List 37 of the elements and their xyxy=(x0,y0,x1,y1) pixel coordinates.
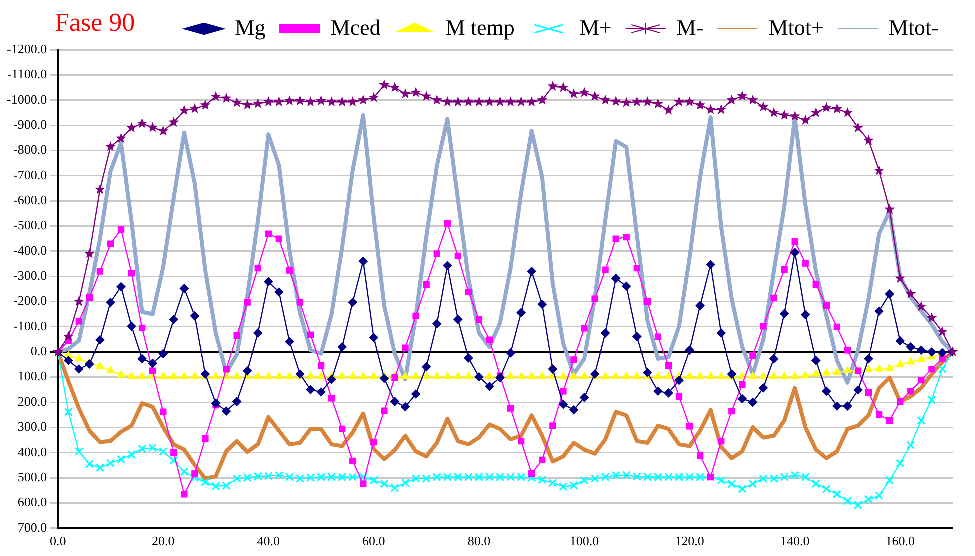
y-tick-label: 200.0 xyxy=(18,394,48,409)
y-tick-label: -800.0 xyxy=(13,142,48,158)
y-tick-label: 700.0 xyxy=(18,520,48,535)
y-tick-label: -1100.0 xyxy=(7,66,48,82)
y-tick-label: -700.0 xyxy=(13,167,48,182)
x-tick-label: 80.0 xyxy=(468,534,491,549)
y-tick-label: -200.0 xyxy=(13,293,48,308)
legend-label: Mced xyxy=(330,14,381,40)
y-tick-label: -600.0 xyxy=(13,192,48,208)
y-tick-label: -500.0 xyxy=(13,218,48,233)
x-tick-label: 40.0 xyxy=(257,534,280,549)
chart-title: Fase 90 xyxy=(55,8,136,38)
x-tick-label: 60.0 xyxy=(362,534,386,549)
y-tick-label: 600.0 xyxy=(18,494,48,510)
legend-label: Mtot+ xyxy=(768,14,824,40)
y-tick-label: -1000.0 xyxy=(6,92,48,107)
legend-label: M temp xyxy=(446,14,515,40)
y-tick-label: -100.0 xyxy=(13,318,48,334)
x-tick-label: 160.0 xyxy=(886,534,915,549)
y-tick-label: 300.0 xyxy=(18,419,48,434)
x-tick-label: 20.0 xyxy=(152,534,175,549)
y-tick-label: -1200.0 xyxy=(6,41,48,56)
y-tick-label: 100.0 xyxy=(18,368,48,384)
y-tick-label: -900.0 xyxy=(13,116,48,132)
legend-label: Mg xyxy=(235,14,266,40)
y-tick-label: -400.0 xyxy=(13,242,48,258)
legend-label: Mtot- xyxy=(888,14,940,40)
x-tick-label: 0.0 xyxy=(50,534,66,549)
y-tick-label: 500.0 xyxy=(18,469,48,484)
x-tick-label: 120.0 xyxy=(675,534,704,549)
y-tick-label: 400.0 xyxy=(18,444,48,460)
legend-label: M+ xyxy=(580,14,612,40)
y-tick-label: 0.0 xyxy=(30,344,48,359)
y-tick-label: -300.0 xyxy=(13,268,48,284)
x-tick-label: 100.0 xyxy=(570,534,600,549)
x-tick-label: 140.0 xyxy=(780,534,810,549)
legend-label: M- xyxy=(676,14,704,40)
